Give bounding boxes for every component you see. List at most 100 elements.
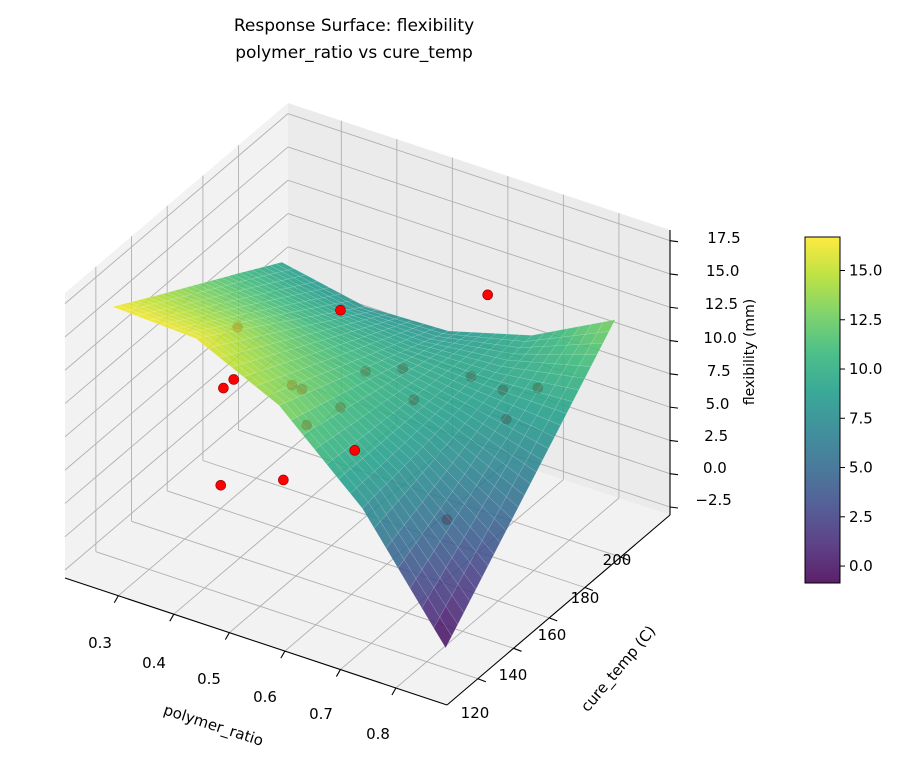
y-tick-labels: 120 140 160 180 200 [461,551,632,722]
y-tick-label: 160 [538,626,567,644]
chart-subtitle: polymer_ratio vs cure_temp [235,43,473,63]
z-tick [669,506,679,509]
x-tick [391,687,397,696]
surface-cell [560,387,580,403]
x-tick-label: 0.5 [197,670,221,688]
z-tick-label: 2.5 [704,427,728,445]
grid-line [287,146,671,275]
z-tick [669,473,679,476]
z-tick [669,339,679,343]
x-tick-label: 0.8 [366,725,390,743]
grid-line [95,551,479,680]
left-pane [65,103,288,578]
z-tick [669,273,679,276]
surface-cell [457,573,477,602]
z-tick [669,406,679,409]
surface-cell [433,616,452,649]
z-tick-label: 5.0 [706,395,730,413]
grid-line [167,490,550,619]
x-tick [169,613,175,622]
z-tick-label: 12.5 [705,295,738,313]
colorbar-tick-label: 15.0 [849,261,882,279]
x-axis-label: polymer_ratio [161,701,266,751]
y-tick-label: 120 [461,704,490,722]
data-point [278,474,289,486]
z-tick-label: 0.0 [703,459,727,477]
surface-cell [494,507,513,532]
colorbar-tick-label: 0.0 [849,557,873,575]
z-tick-label: 15.0 [706,262,739,280]
surface-cell [439,605,458,637]
grid-line [64,146,289,338]
y-tick [620,556,629,561]
z-tick-labels: −2.5 0.0 2.5 5.0 7.5 10.0 12.5 15.0 17.5 [695,229,740,509]
x-tick [335,669,341,677]
y-axis-label: cure_temp (C) [577,622,660,716]
colorbar-tick-label: 12.5 [849,311,882,329]
colorbar [804,236,841,584]
grid-line [64,379,289,571]
data-point [482,289,493,301]
y-tick-label: 180 [571,589,600,607]
x-tick-label: 0.7 [309,705,333,723]
y-tick [477,678,487,683]
y-tick [513,647,522,652]
surface-cell [596,319,616,334]
grid-line [118,405,342,597]
data-point [349,445,361,456]
grid-line [287,179,671,308]
z-axis-label: flexibility (mm) [742,299,758,405]
grid-line [287,113,671,242]
colorbar-tick-label: 10.0 [849,360,882,378]
data-point [228,374,240,385]
surface-cell [542,420,561,438]
z-tick-label: 10.0 [703,329,736,347]
y-tick-label: 200 [603,551,632,569]
data-point [215,479,227,491]
grid-line [287,213,671,341]
surface-cell [475,540,495,567]
y-tick [549,617,558,622]
z-tick-label: 7.5 [707,362,731,380]
z-tick [669,240,679,243]
y-tick [584,586,594,592]
x-tick-label: 0.6 [253,688,277,706]
z-tick [669,373,679,376]
colorbar-tick-label: 7.5 [849,409,873,427]
surface-cell [500,496,519,520]
z-tick-label: −2.5 [695,491,731,509]
z-tick [669,306,679,309]
x-tick-labels: 0.3 0.4 0.5 0.6 0.7 0.8 [88,634,390,743]
data-point [335,304,346,316]
y-tick-label: 140 [499,666,528,684]
grid-line [287,246,671,375]
x-tick [224,632,230,640]
chart-title: Response Surface: flexibility [234,16,474,36]
grid-line [64,179,289,371]
colorbar-tick-label: 5.0 [849,459,873,477]
scatter-points-front [215,289,493,491]
surface-cell [572,365,592,379]
grid-line [395,497,620,689]
x-axis-line [64,577,448,706]
surface-cell [536,430,555,449]
colorbar-ticks: 0.0 2.5 5.0 7.5 10.0 12.5 15.0 [840,261,882,575]
x-tick [280,650,286,659]
colorbar-tick-label: 2.5 [849,508,873,526]
z-tick-label: 17.5 [707,229,740,247]
y-axis-line [446,514,671,706]
x-tick-label: 0.3 [88,634,112,652]
axis-lines [64,230,679,706]
x-tick-label: 0.4 [142,654,166,672]
surface-cell [566,376,586,391]
z-tick [669,439,679,442]
grid-line [64,113,289,304]
surface-cell [554,398,574,414]
surface-cell [481,529,501,555]
surface-cell [530,441,549,461]
surface-mesh [111,262,616,649]
surface-cell [463,562,483,590]
x-tick [113,595,119,603]
surface-cell [524,452,543,473]
